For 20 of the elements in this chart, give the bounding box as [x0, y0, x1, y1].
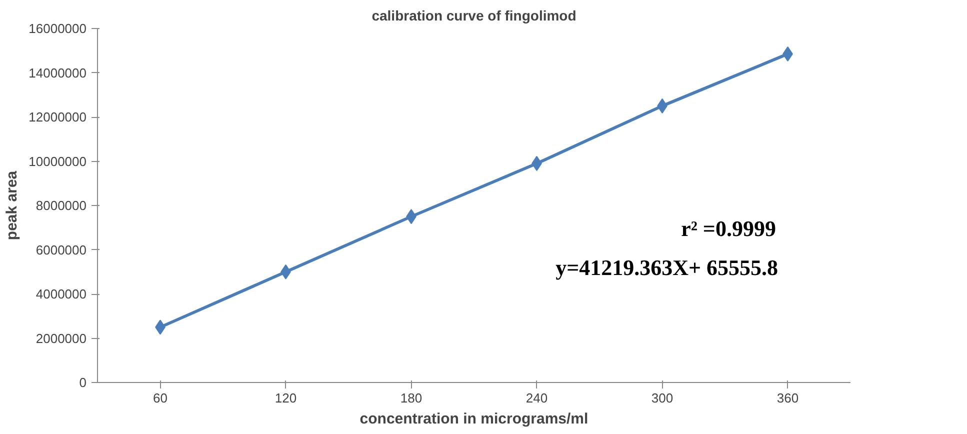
x-tick-label: 240	[526, 390, 548, 406]
x-tick-label: 300	[651, 390, 674, 406]
y-tick-label: 4000000	[36, 286, 87, 302]
annotation: r² =0.9999	[681, 216, 776, 241]
x-tick-label: 120	[274, 390, 297, 406]
y-tick-label: 16000000	[28, 21, 87, 36]
y-tick-label: 10000000	[28, 154, 87, 169]
chart-title: calibration curve of fingolimod	[372, 8, 576, 24]
x-tick-label: 180	[400, 390, 422, 406]
y-tick-label: 2000000	[36, 330, 87, 346]
annotation: y=41219.363X+ 65555.8	[556, 254, 778, 280]
x-tick-label: 60	[153, 390, 168, 406]
y-tick-label: 6000000	[36, 242, 87, 258]
y-tick-label: 0	[79, 375, 87, 390]
y-tick-label: 8000000	[36, 198, 87, 213]
y-tick-label: 14000000	[28, 65, 87, 80]
y-tick-label: 12000000	[28, 110, 87, 124]
y-axis-title: peak area	[4, 170, 21, 240]
x-axis-title: concentration in micrograms/ml	[360, 410, 588, 428]
x-tick-label: 360	[776, 390, 799, 406]
